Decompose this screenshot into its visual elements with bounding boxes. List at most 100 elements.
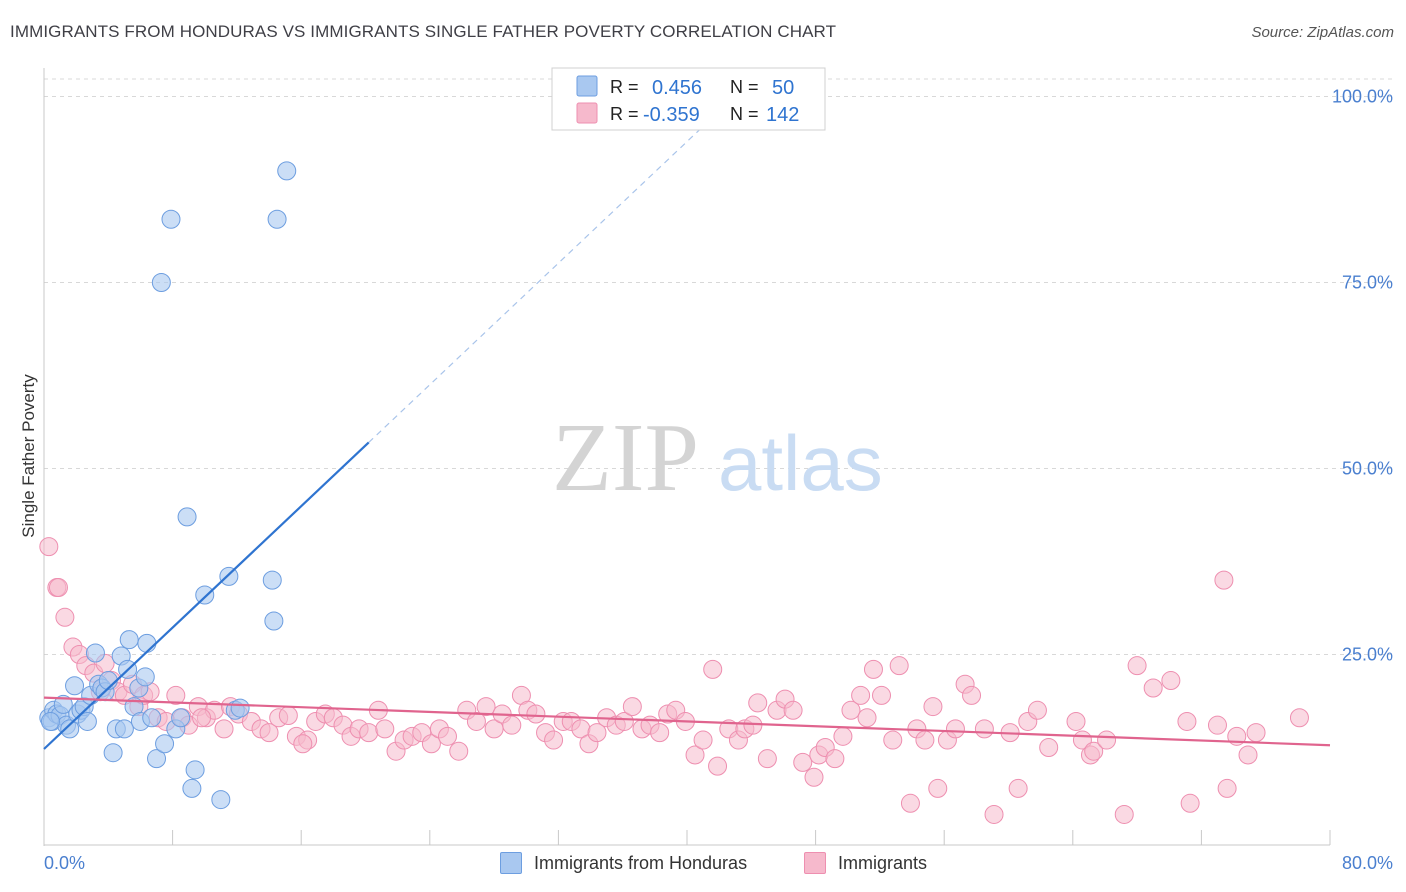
y-tick-label-75: 75.0% [1342,273,1393,293]
legend-r-value-honduras: 0.456 [652,77,702,99]
immigrants-point [259,723,279,743]
immigrants-point [502,715,522,735]
immigrants-point [526,704,546,724]
immigrants-point [1289,708,1309,728]
immigrants-point [1008,778,1028,798]
immigrants-point [166,685,186,705]
immigrants-point [915,730,935,750]
immigrants-point [1097,730,1117,750]
y-tick-label-50: 50.0% [1342,459,1393,479]
y-axis-title: Single Father Poverty [19,374,38,538]
immigrants-point [1217,778,1237,798]
honduras-trendline [43,441,370,750]
honduras-point [147,749,167,769]
immigrants-point [449,741,469,761]
trendlines [43,118,1331,750]
immigrants-point [923,697,943,717]
honduras-point [219,566,239,586]
bottom-legend-honduras: Immigrants from Honduras [500,852,747,874]
honduras-point [114,719,134,739]
legend-n-label-immigrants: N = [730,104,759,124]
legend-r-value-immigrants: -0.359 [643,104,700,126]
immigrants-point [544,730,564,750]
immigrants-points [39,537,1309,824]
chart-title: IMMIGRANTS FROM HONDURAS VS IMMIGRANTS S… [10,22,837,41]
immigrants-point [841,700,861,720]
honduras-point [119,630,139,650]
immigrants-point [1039,738,1059,757]
immigrants-point [1127,656,1147,676]
honduras-point [267,209,287,229]
immigrants-point [466,711,486,731]
y-tick-label-100: 100.0% [1332,87,1393,107]
immigrants-point [375,719,395,739]
immigrants-point [437,726,457,746]
honduras-point [230,698,250,718]
legend-swatch-honduras [576,75,598,97]
immigrants-point [293,734,313,754]
legend-r-label-immigrants: R = [610,104,639,124]
immigrants-point [693,730,713,750]
immigrants-point [748,693,768,713]
source-note: Source: ZipAtlas.com [1251,24,1394,41]
axes [43,68,1331,846]
honduras-point [177,507,197,527]
immigrants-point [1214,570,1234,590]
immigrants-point [1084,741,1104,761]
watermark: ZIP atlas [552,404,883,512]
immigrants-point [757,749,777,769]
bottom-legend-label-honduras: Immigrants from Honduras [534,852,748,873]
immigrants-point [1114,804,1134,824]
immigrants-point [945,719,965,739]
immigrants-point [48,578,68,598]
immigrants-point [1177,711,1197,731]
immigrants-point [1143,678,1163,698]
x-tick-label-min: 0.0% [44,853,85,873]
immigrants-point [39,537,59,557]
honduras-points [39,161,297,810]
immigrants-point [900,793,920,813]
immigrants-point [793,752,813,772]
immigrants-point [889,656,909,676]
immigrants-point [278,706,298,726]
immigrants-point [962,685,982,705]
immigrants-point [1027,700,1047,720]
immigrants-point [214,719,234,739]
immigrants-point [863,659,883,679]
immigrants-point [851,685,871,705]
immigrants-point [833,726,853,746]
grid [44,78,1395,655]
immigrants-point [708,756,728,776]
honduras-point [142,708,162,728]
bottom-legend-swatch-honduras [500,852,522,874]
honduras-trendline-extension [368,118,712,443]
honduras-point [135,667,155,687]
honduras-point [65,676,85,696]
immigrants-point [984,804,1004,824]
honduras-point [155,734,175,754]
immigrants-point [1161,671,1181,691]
immigrants-point [1246,723,1266,743]
honduras-point [77,711,97,731]
watermark-zip: ZIP [552,404,699,512]
immigrants-point [883,730,903,750]
immigrants-point [783,700,803,720]
honduras-point [264,611,284,631]
immigrants-point [1238,745,1258,765]
immigrants-point [359,723,379,743]
legend-swatch-immigrants [576,102,598,124]
immigrants-point [1207,715,1227,735]
immigrants-point [421,734,441,754]
y-tick-labels: 25.0% 50.0% 75.0% 100.0% [1332,87,1393,665]
immigrants-point [928,778,948,798]
x-tick-label-max: 80.0% [1342,853,1393,873]
correlation-legend: R = 0.456 N = 50 R = -0.359 N = 142 [551,67,826,131]
immigrants-point [55,607,75,627]
honduras-point [85,643,105,663]
honduras-point [182,778,202,798]
immigrants-point [857,708,877,728]
y-tick-label-25: 25.0% [1342,645,1393,665]
honduras-point [195,585,215,605]
bottom-legend-swatch-immigrants [804,852,826,874]
